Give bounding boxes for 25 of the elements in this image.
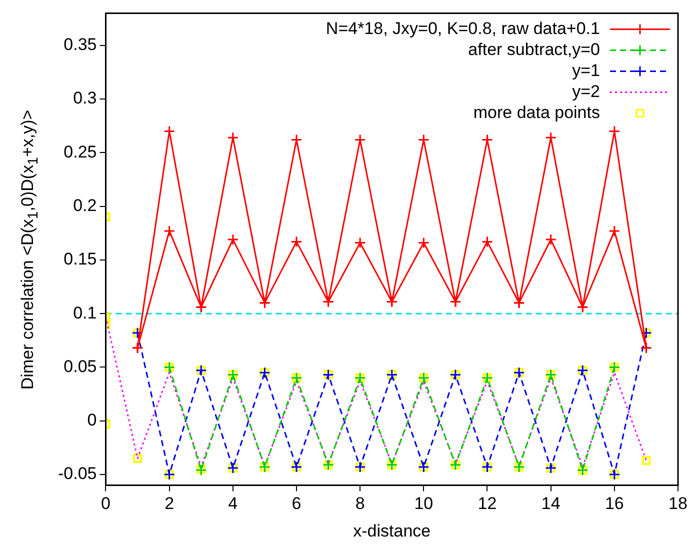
x-tick-label: 2 [164,494,174,514]
y-tick-label: 0.25 [64,142,97,162]
legend-label: N=4*18, Jxy=0, K=0.8, raw data+0.1 [326,18,600,38]
x-tick-label: 12 [478,494,497,514]
y-tick-label: 0.3 [73,88,97,108]
x-tick-label: 16 [604,494,624,514]
y-tick-label: 0.35 [64,35,97,54]
legend-label: y=1 [572,60,600,80]
x-tick-label: 14 [541,494,560,514]
legend-label: y=2 [572,82,600,101]
x-tick-label: 4 [228,494,238,514]
x-tick-label: 6 [292,494,302,514]
y-tick-label: -0.05 [58,464,97,484]
y-tick-label: 0.05 [64,356,97,376]
legend-label: after subtract,y=0 [468,40,600,59]
x-tick-label: 8 [355,494,365,514]
y-tick-label: 0.15 [64,250,97,269]
legend-label: more data points [473,102,600,122]
x-axis-title: x-distance [353,521,431,540]
y-tick-label: 0 [87,410,97,430]
x-tick-label: 0 [101,494,110,514]
y-tick-label: 0.2 [73,196,97,215]
x-tick-label: 10 [414,494,434,514]
y-tick-label: 0.1 [73,303,97,322]
x-tick-label: 18 [668,494,688,514]
